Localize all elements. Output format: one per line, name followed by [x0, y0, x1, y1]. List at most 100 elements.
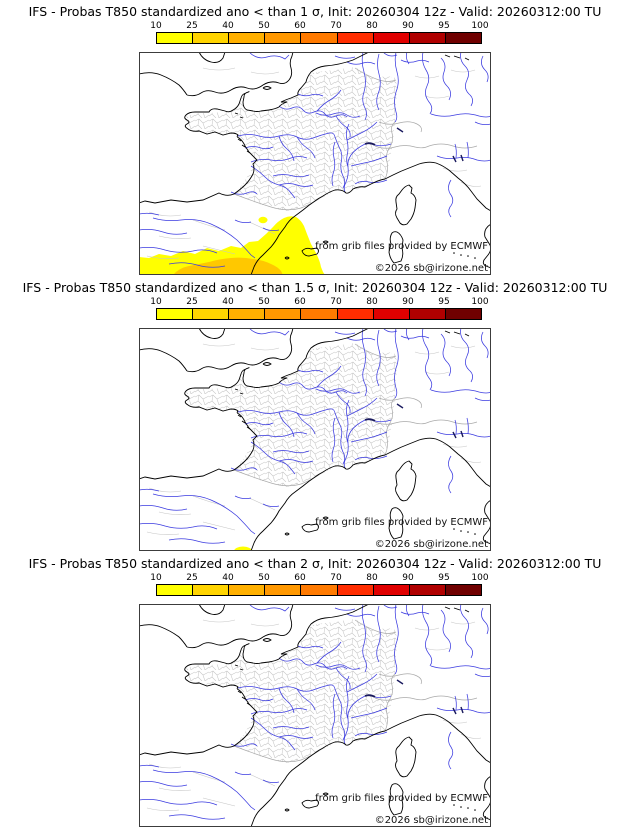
foreign-admin-boundaries	[146, 619, 482, 811]
map-svg: from grib files provided by ECMWF ©2026 …	[139, 52, 491, 275]
colorbar-tick-label: 70	[330, 297, 342, 307]
tuscan-islet-dots	[453, 528, 476, 535]
foreign-admin-boundaries	[146, 343, 482, 535]
mediterranean-coast	[250, 437, 491, 551]
colorbar-segment	[265, 585, 302, 595]
england-coast	[139, 624, 188, 648]
credit-irizone: ©2026 sb@irizone.net	[375, 815, 488, 826]
colorbar-tick-label: 100	[471, 21, 489, 31]
map-france: from grib files provided by ECMWF ©2026 …	[139, 52, 491, 275]
mallorca	[301, 523, 319, 533]
colorbar: 10 25 40 50 60 70 80 90 95 100	[0, 573, 630, 596]
menorca	[322, 516, 329, 520]
colorbar-gradient	[156, 308, 482, 320]
map-border	[139, 52, 491, 275]
credit-irizone: ©2026 sb@irizone.net	[375, 539, 488, 550]
colorbar-segment	[445, 33, 481, 43]
zeeland-islets	[444, 330, 470, 337]
colorbar-tick-label: 10	[150, 573, 162, 583]
rivers	[139, 52, 491, 268]
mediterranean-coast	[250, 713, 491, 827]
colorbar: 10 25 40 50 60 70 80 90 95 100	[0, 297, 630, 320]
colorbar-tick-label: 40	[222, 21, 234, 31]
mallorca	[301, 247, 319, 257]
colorbar-tick-label: 10	[150, 297, 162, 307]
tuscan-islet-dots	[453, 804, 476, 811]
continental-north-coast	[139, 328, 370, 480]
colorbar-segment	[301, 33, 338, 43]
foreign-admin-boundaries	[146, 67, 482, 259]
sardinia-tip	[388, 783, 404, 816]
colorbar-segment	[157, 33, 194, 43]
colorbar-segment	[265, 33, 302, 43]
zeeland-islets	[444, 54, 470, 61]
sardinia-tip	[388, 231, 404, 264]
credit-ecmwf: from grib files provided by ECMWF	[315, 517, 488, 528]
probability-shading-large	[139, 216, 325, 275]
credit-ecmwf: from grib files provided by ECMWF	[315, 241, 488, 252]
england-north-stub	[198, 328, 226, 339]
colorbar-segment	[229, 33, 266, 43]
continental-north-coast	[139, 52, 370, 204]
channel-islands	[234, 664, 244, 671]
colorbar-segment	[337, 33, 374, 43]
colorbar-tick-label: 95	[438, 573, 450, 583]
colorbar-tick-label: 25	[186, 573, 198, 583]
colorbar-tick-label: 10	[150, 21, 162, 31]
map-border	[139, 604, 491, 827]
lakes	[364, 127, 464, 163]
ibiza	[284, 532, 290, 536]
colorbar-segment	[409, 309, 446, 319]
colorbar-tick-labels: 10 25 40 50 60 70 80 90 95 100	[0, 21, 630, 31]
colorbar-tick-labels: 10 25 40 50 60 70 80 90 95 100	[0, 297, 630, 307]
colorbar-tick-label: 80	[366, 297, 378, 307]
colorbar-segment	[265, 309, 302, 319]
continental-north-coast	[139, 604, 370, 756]
colorbar-tick-label: 90	[402, 297, 414, 307]
map-france: from grib files provided by ECMWF ©2026 …	[139, 328, 491, 551]
colorbar-gradient	[156, 584, 482, 596]
england-south-coast	[186, 52, 294, 97]
sardinia-tip	[388, 507, 404, 540]
england-north-stub	[198, 52, 226, 63]
england-north-stub	[198, 604, 226, 615]
england-south-coast	[186, 328, 294, 373]
channel-islands	[234, 388, 244, 395]
england-coast	[139, 348, 188, 372]
menorca	[322, 792, 329, 796]
map-france: from grib files provided by ECMWF ©2026 …	[139, 604, 491, 827]
colorbar-segment	[373, 585, 410, 595]
lakes	[364, 679, 464, 715]
department-boundaries	[185, 343, 397, 487]
menorca	[322, 240, 329, 244]
panel-sigma-1-5: IFS - Probas T850 standardized ano < tha…	[0, 276, 630, 552]
rivers	[139, 604, 491, 820]
colorbar-tick-label: 60	[294, 21, 306, 31]
colorbar-tick-label: 95	[438, 297, 450, 307]
department-boundaries	[185, 67, 397, 211]
colorbar-segment	[337, 309, 374, 319]
corsica	[395, 460, 417, 502]
colorbar-tick-labels: 10 25 40 50 60 70 80 90 95 100	[0, 573, 630, 583]
colorbar-segment	[445, 309, 481, 319]
colorbar-tick-label: 80	[366, 573, 378, 583]
colorbar-segment	[373, 309, 410, 319]
colorbar-tick-label: 60	[294, 573, 306, 583]
colorbar-tick-label: 70	[330, 573, 342, 583]
tuscan-islet-dots	[453, 252, 476, 259]
colorbar-tick-label: 50	[258, 21, 270, 31]
map-border	[139, 328, 491, 551]
colorbar-gradient	[156, 32, 482, 44]
credit-irizone: ©2026 sb@irizone.net	[375, 263, 488, 274]
colorbar-segment	[229, 585, 266, 595]
colorbar-segment	[409, 33, 446, 43]
isle-of-wight	[262, 86, 272, 90]
england-coast	[139, 72, 188, 96]
colorbar-tick-label: 90	[402, 21, 414, 31]
panel-title: IFS - Probas T850 standardized ano < tha…	[28, 556, 602, 571]
atlantic-islets	[237, 138, 251, 154]
colorbar-tick-label: 60	[294, 297, 306, 307]
colorbar-tick-label: 100	[471, 573, 489, 583]
colorbar: 10 25 40 50 60 70 80 90 95 100	[0, 21, 630, 44]
colorbar-tick-label: 100	[471, 297, 489, 307]
